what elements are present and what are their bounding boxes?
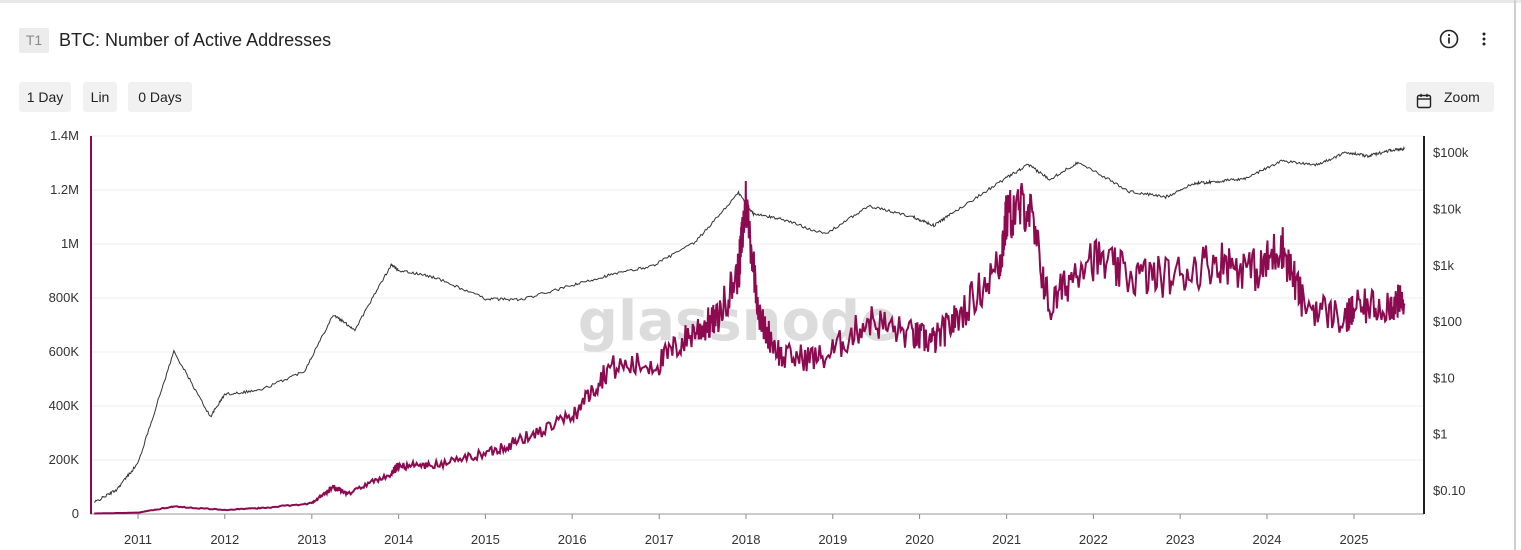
- zoom-label: Zoom: [1444, 89, 1480, 105]
- y-right-tick-label: $1: [1433, 427, 1447, 442]
- top-divider: [0, 0, 1521, 3]
- info-icon[interactable]: [1438, 28, 1460, 50]
- chart-toolbar: 1 Day Lin 0 Days Zoom: [0, 82, 1510, 112]
- chart-tier-badge: T1: [19, 28, 49, 53]
- x-tick-label: 2023: [1166, 532, 1195, 547]
- smoothing-button[interactable]: 0 Days: [128, 82, 192, 112]
- x-tick-label: 2018: [732, 532, 761, 547]
- chart-area[interactable]: glassnode 0 200K 400K 600K 800K 1M 1.2M 1.4M $0.1…: [0, 125, 1512, 550]
- chart-header: T1 BTC: Number of Active Addresses: [0, 22, 1510, 58]
- series-price-line: [94, 145, 1405, 503]
- chart-title: BTC: Number of Active Addresses: [59, 30, 332, 50]
- zoom-button[interactable]: Zoom: [1406, 82, 1494, 112]
- x-tick-label: 2024: [1253, 532, 1282, 547]
- x-tick-label: 2020: [905, 532, 934, 547]
- y-left-tick-label: 1.4M: [50, 128, 79, 143]
- x-tick-label: 2017: [645, 532, 674, 547]
- y-left-tick-label: 200K: [49, 452, 80, 467]
- x-tick-label: 2014: [384, 532, 413, 547]
- x-tick-label: 2016: [558, 532, 587, 547]
- y-left-tick-label: 400K: [49, 398, 80, 413]
- y-left-tick-label: 1.2M: [50, 182, 79, 197]
- y-right-tick-label: $100: [1433, 314, 1462, 329]
- scale-button[interactable]: Lin: [83, 82, 117, 112]
- y-left-tick-label: 1M: [61, 236, 79, 251]
- y-left-tick-label: 800K: [49, 290, 80, 305]
- y-right-tick-label: $10k: [1433, 202, 1462, 217]
- x-tick-label: 2021: [992, 532, 1021, 547]
- x-tick-label: 2022: [1079, 532, 1108, 547]
- x-tick-label: 2011: [124, 532, 152, 547]
- y-right-tick-label: $100k: [1433, 145, 1469, 160]
- watermark-logo: glassnode: [578, 289, 898, 354]
- x-tick-label: 2025: [1340, 532, 1369, 547]
- calendar-icon: [1416, 89, 1432, 109]
- y-right-tick-label: $10: [1433, 370, 1455, 385]
- x-tick-label: 2019: [818, 532, 847, 547]
- y-left-tick-label: 0: [72, 506, 79, 521]
- series-active-addresses-line: [94, 180, 1406, 515]
- y-right-tick-label: $0.10: [1433, 483, 1466, 498]
- y-right-tick-label: $1k: [1433, 258, 1454, 273]
- x-tick-label: 2015: [471, 532, 500, 547]
- resolution-button[interactable]: 1 Day: [19, 82, 71, 112]
- more-vertical-icon[interactable]: [1474, 28, 1494, 50]
- x-tick-label: 2012: [210, 532, 239, 547]
- y-left-tick-label: 600K: [49, 344, 80, 359]
- x-tick-label: 2013: [297, 532, 326, 547]
- right-scrollbar-edge: [1514, 0, 1516, 550]
